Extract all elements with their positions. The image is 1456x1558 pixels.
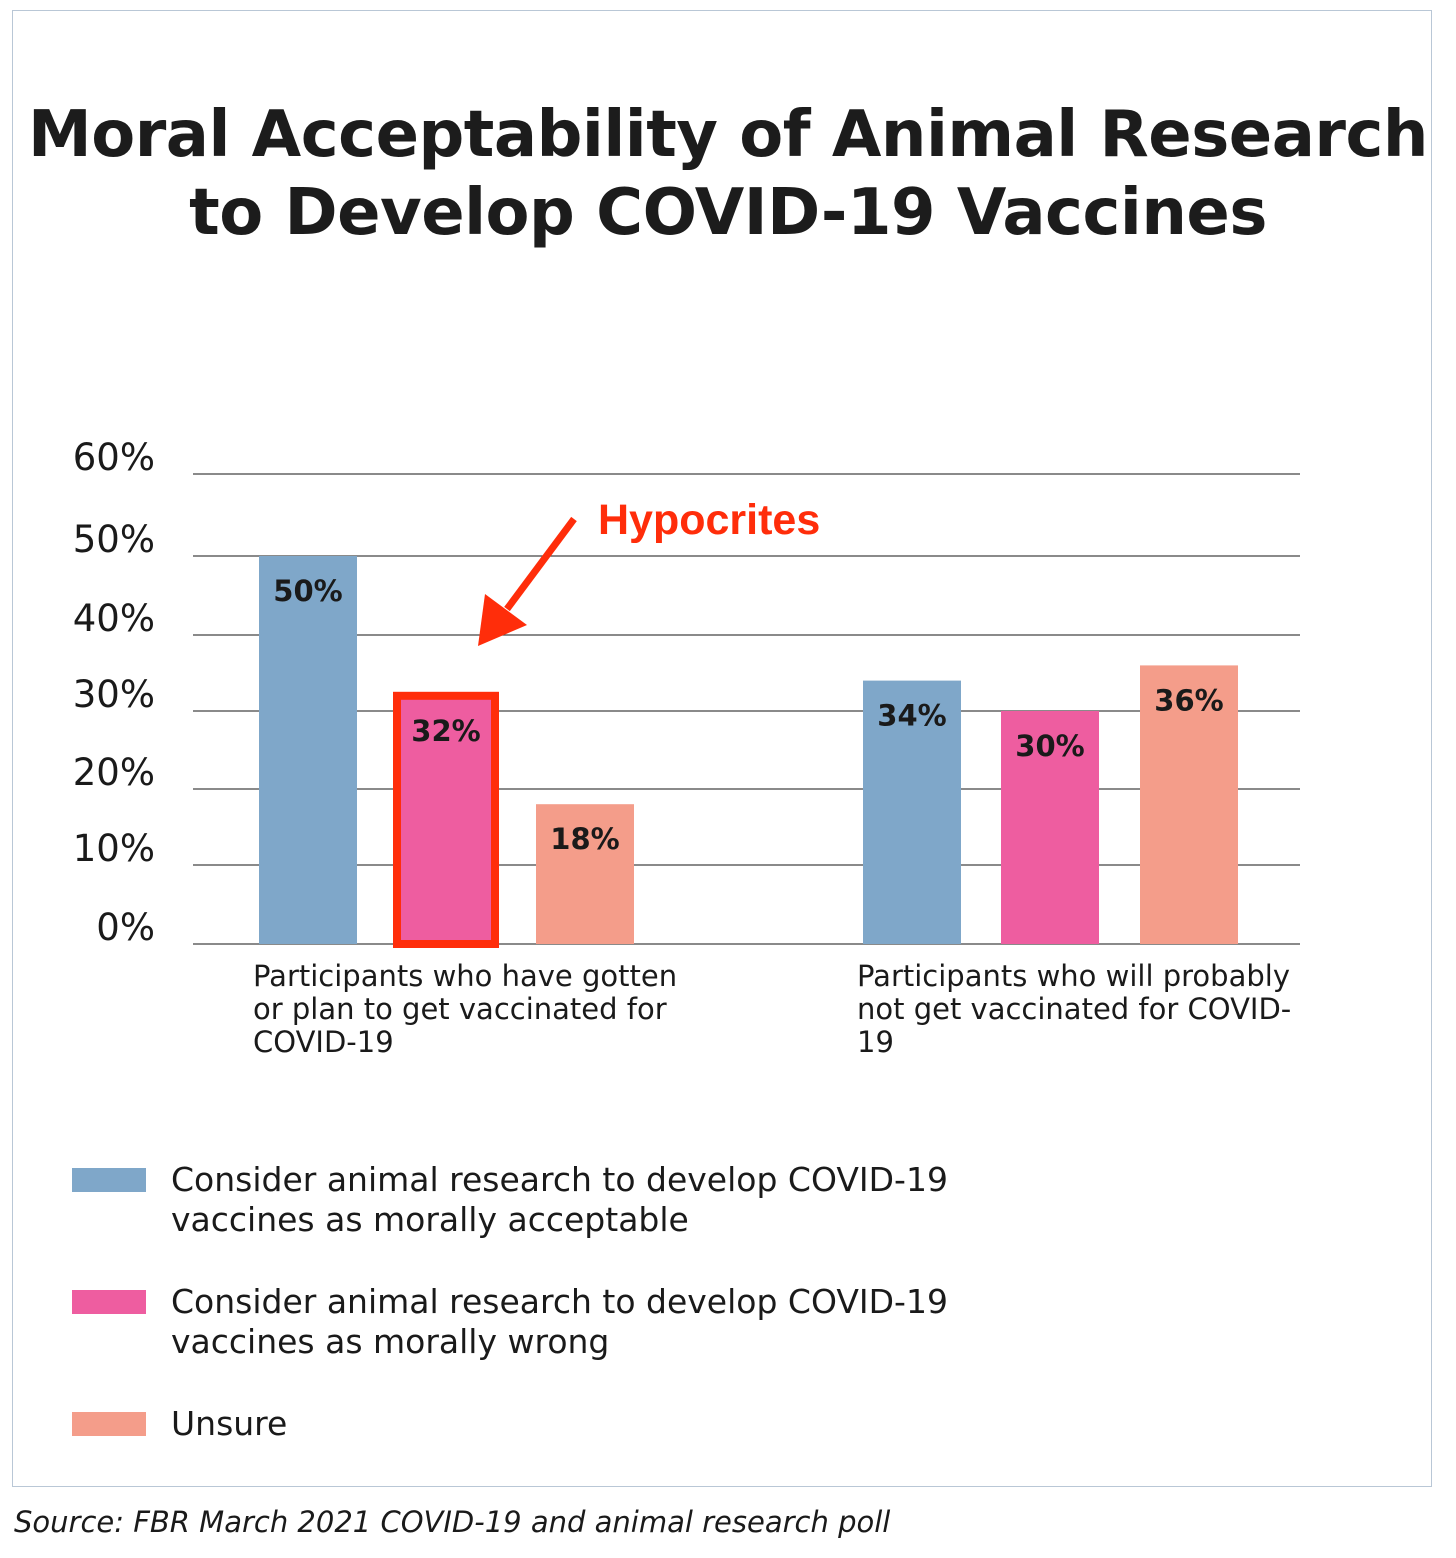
y-tick-label: 0% xyxy=(96,906,155,949)
bar-value-label: 50% xyxy=(273,574,342,608)
bar xyxy=(1140,665,1238,944)
bar-value-label: 30% xyxy=(1015,729,1084,763)
bar-value-label: 36% xyxy=(1154,683,1223,717)
y-tick-label: 40% xyxy=(73,597,155,640)
chart-title: Moral Acceptability of Animal Research t… xyxy=(28,98,1428,250)
annotation-label: Hypocrites xyxy=(598,496,821,544)
chart-frame xyxy=(12,10,1432,1487)
y-tick-label: 10% xyxy=(73,827,155,870)
bar-value-label: 18% xyxy=(550,822,619,856)
y-tick-label: 20% xyxy=(73,751,155,794)
bar-value-label: 34% xyxy=(877,699,946,733)
bar-chart: 0% 10% 20% 30% 40% 50% 60% 50% 34% 32% 30% 18% 36% xyxy=(73,436,1300,949)
legend-label-acceptable: Consider animal research to develop COVI… xyxy=(171,1160,948,1239)
legend-swatch-wrong xyxy=(72,1290,146,1314)
bar xyxy=(863,680,961,944)
source-note: Source: FBR March 2021 COVID-19 and anim… xyxy=(14,1505,891,1539)
y-axis-ticks: 0% 10% 20% 30% 40% 50% 60% xyxy=(73,436,155,949)
bar xyxy=(536,804,634,944)
category-label-vaccinated: Participants who have gotten or plan to … xyxy=(253,959,678,1059)
y-tick-label: 60% xyxy=(73,436,155,479)
gridlines xyxy=(193,473,1300,945)
bar-value-label: 32% xyxy=(411,714,480,748)
legend-label-wrong: Consider animal research to develop COVI… xyxy=(171,1282,948,1361)
highlight-box xyxy=(393,691,499,948)
category-label-not-vaccinated: Participants who will probably not get v… xyxy=(857,959,1292,1059)
annotation-arrow-head xyxy=(478,594,527,646)
legend-label-unsure: Unsure xyxy=(171,1404,288,1443)
y-tick-label: 30% xyxy=(73,673,155,716)
y-tick-label: 50% xyxy=(73,518,155,561)
legend-swatch-unsure xyxy=(72,1412,146,1436)
value-labels: 50% 34% 32% 30% 18% 36% xyxy=(273,574,1223,856)
legend-swatch-acceptable xyxy=(72,1168,146,1192)
bar xyxy=(1001,711,1099,944)
bars xyxy=(259,556,1238,944)
annotation-graphics xyxy=(393,516,577,948)
annotation-arrow-shaft xyxy=(504,516,577,612)
bar xyxy=(397,695,495,944)
bar xyxy=(259,556,357,944)
